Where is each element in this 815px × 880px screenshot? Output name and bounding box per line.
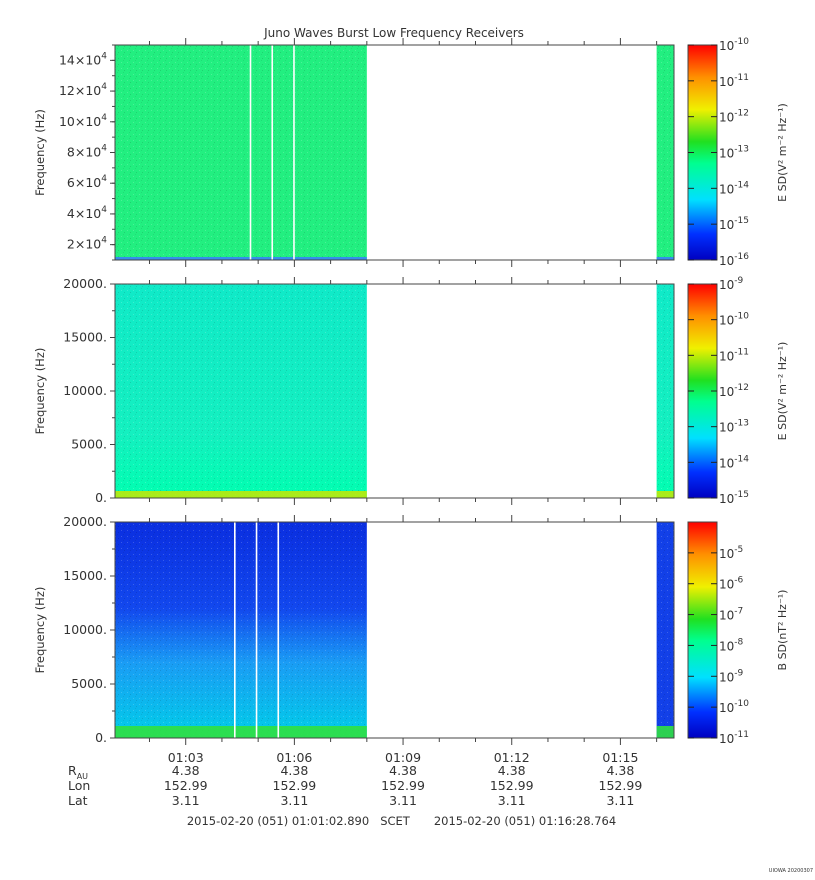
ephemeris-value-r1-c3: 4.38 [389,763,417,778]
time-tick-label-4: 01:12 [494,750,530,765]
ephemeris-value-r2-c3: 152.99 [381,778,425,793]
panel-1-ytick-label-6: 12×104 [59,82,107,98]
panel-2-colorbar-label-5: 10-11 [719,347,749,363]
panel-2-ytick-label-5: 20000. [63,276,107,291]
panel-2-low-band-1 [115,491,367,498]
ephemeris-value-r2-c2: 152.99 [273,778,317,793]
panel-1-ytick-label-2: 4×104 [67,205,107,221]
panel-3-data-gap-1 [234,522,236,738]
panel-3-colorbar-label-7: 10-5 [719,545,743,561]
ephemeris-value-r3-c1: 3.11 [172,793,200,808]
panel-1-colorbar-label-3: 10-14 [719,180,749,196]
time-tick-label-3: 01:09 [385,750,421,765]
ephemeris-value-r1-c5: 4.38 [606,763,634,778]
panel-2-noise-texture-1 [115,284,367,498]
panel-2-ylabel: Frequency (Hz) [33,348,47,435]
panel-1-ytick-label-7: 14×104 [59,51,107,67]
ephemeris-value-r3-c5: 3.11 [606,793,634,808]
panel-3: 0. 5000. 10000. 15000. 20000. Frequency (Hz) 1… [33,514,789,746]
panel-1-ytick-label-1: 2×104 [67,236,107,252]
panel-2-low-band-2 [656,491,674,498]
panel-3-colorbar-label-1: 10-11 [719,730,749,746]
time-tick-label-5: 01:15 [602,750,638,765]
panel-2-ytick-label-1: 0. [95,490,107,505]
panel-1-colorbar-label-1: 10-16 [719,252,749,268]
panel-1-colorbar-label-2: 10-15 [719,216,749,232]
panel-2-ytick-label-2: 5000. [71,437,107,452]
panel-1-colorbar-title: E SD(V² m⁻² Hz⁻¹) [776,103,789,202]
panel-2-colorbar-label-1: 10-15 [719,490,749,506]
panel-2: 0. 5000. 10000. 15000. 20000. Frequency (Hz) 1… [33,276,789,506]
ephemeris-value-r3-c4: 3.11 [498,793,526,808]
footer-scet: SCET [380,814,411,828]
panel-1-data-gap-3 [293,45,295,260]
panel-3-ytick-label-2: 5000. [71,676,107,691]
time-tick-label-2: 01:06 [276,750,312,765]
panel-1-colorbar-label-7: 10-10 [719,37,749,53]
panel-3-data-gap-3 [277,522,280,738]
panel-3-ytick-label-1: 0. [95,730,107,745]
panel-3-colorbar-title: B SD(nT² Hz⁻¹) [776,590,789,671]
panel-2-colorbar-title: E SD(V² m⁻² Hz⁻¹) [776,342,789,441]
panel-2-colorbar-label-4: 10-12 [719,383,749,399]
panel-3-colorbar-label-6: 10-6 [719,576,744,592]
panel-1-ytick-label-4: 8×104 [67,144,107,160]
panel-3-colorbar-label-4: 10-8 [719,637,744,653]
panel-3-low-band-1 [115,726,367,738]
panel-1-colorbar-label-6: 10-11 [719,73,749,89]
panel-1: 2×104 4×104 6×104 8×104 10×104 12×104 14×104 Fr… [33,37,789,268]
panel-3-colorbar-label-2: 10-10 [719,699,749,715]
panel-1-ylabel: Frequency (Hz) [33,109,47,196]
panel-3-low-band-2 [656,726,674,738]
uiowa-stamp: UIOWA 20200307 [769,868,813,874]
ephemeris-row-label-2: Lon [68,778,90,793]
panel-1-noise-texture-1 [115,45,367,260]
panel-1-low-band-1 [115,257,367,260]
ephemeris-value-r3-c3: 3.11 [389,793,417,808]
panel-3-data-gap-2 [255,522,258,738]
footer-end-time: 2015-02-20 (051) 01:16:28.764 [434,814,616,828]
panel-3-colorbar [688,522,717,738]
panel-3-ytick-label-3: 10000. [63,622,107,637]
panel-2-colorbar-label-2: 10-14 [719,454,749,470]
panel-3-noise-texture-1 [115,522,367,738]
panel-2-colorbar-label-3: 10-13 [719,419,749,435]
panel-1-ytick-label-5: 10×104 [59,113,107,129]
panel-1-low-band-2 [656,257,674,260]
panel-1-data-gap-2 [271,45,274,260]
panel-2-ytick-label-3: 10000. [63,383,107,398]
panel-3-colorbar-label-3: 10-9 [719,668,744,684]
panel-1-ytick-label-3: 6×104 [67,174,107,190]
panel-3-ytick-label-4: 15000. [63,568,107,583]
panel-1-data-gap-1 [249,45,252,260]
ephemeris-value-r2-c1: 152.99 [164,778,208,793]
panel-2-colorbar-label-7: 10-9 [719,276,744,292]
ephemeris-value-r3-c2: 3.11 [280,793,308,808]
panel-3-colorbar-label-5: 10-7 [719,607,743,623]
panel-1-colorbar-label-4: 10-13 [719,145,749,161]
panel-2-colorbar-label-6: 10-10 [719,312,749,328]
panel-3-ylabel: Frequency (Hz) [33,587,47,674]
ephemeris-value-r1-c4: 4.38 [498,763,526,778]
figure-title: Juno Waves Burst Low Frequency Receivers [263,26,524,40]
panel-1-colorbar-label-5: 10-12 [719,109,749,125]
ephemeris-value-r2-c4: 152.99 [490,778,534,793]
panel-2-noise-texture-2 [656,284,674,498]
panel-3-noise-texture-2 [656,522,674,738]
panel-3-ytick-label-5: 20000. [63,514,107,529]
ephemeris-row-label-3: Lat [68,793,88,808]
ephemeris-value-r1-c2: 4.38 [280,763,308,778]
ephemeris-value-r2-c5: 152.99 [599,778,643,793]
footer-start-time: 2015-02-20 (051) 01:01:02.890 [187,814,369,828]
ephemeris-value-r1-c1: 4.38 [172,763,200,778]
panel-2-ytick-label-4: 15000. [63,330,107,345]
time-tick-label-1: 01:03 [168,750,204,765]
ephemeris-row-label-1: RAU [68,763,88,781]
panel-3-colorbar-frame [687,521,718,739]
panel-1-noise-texture-2 [656,45,674,260]
